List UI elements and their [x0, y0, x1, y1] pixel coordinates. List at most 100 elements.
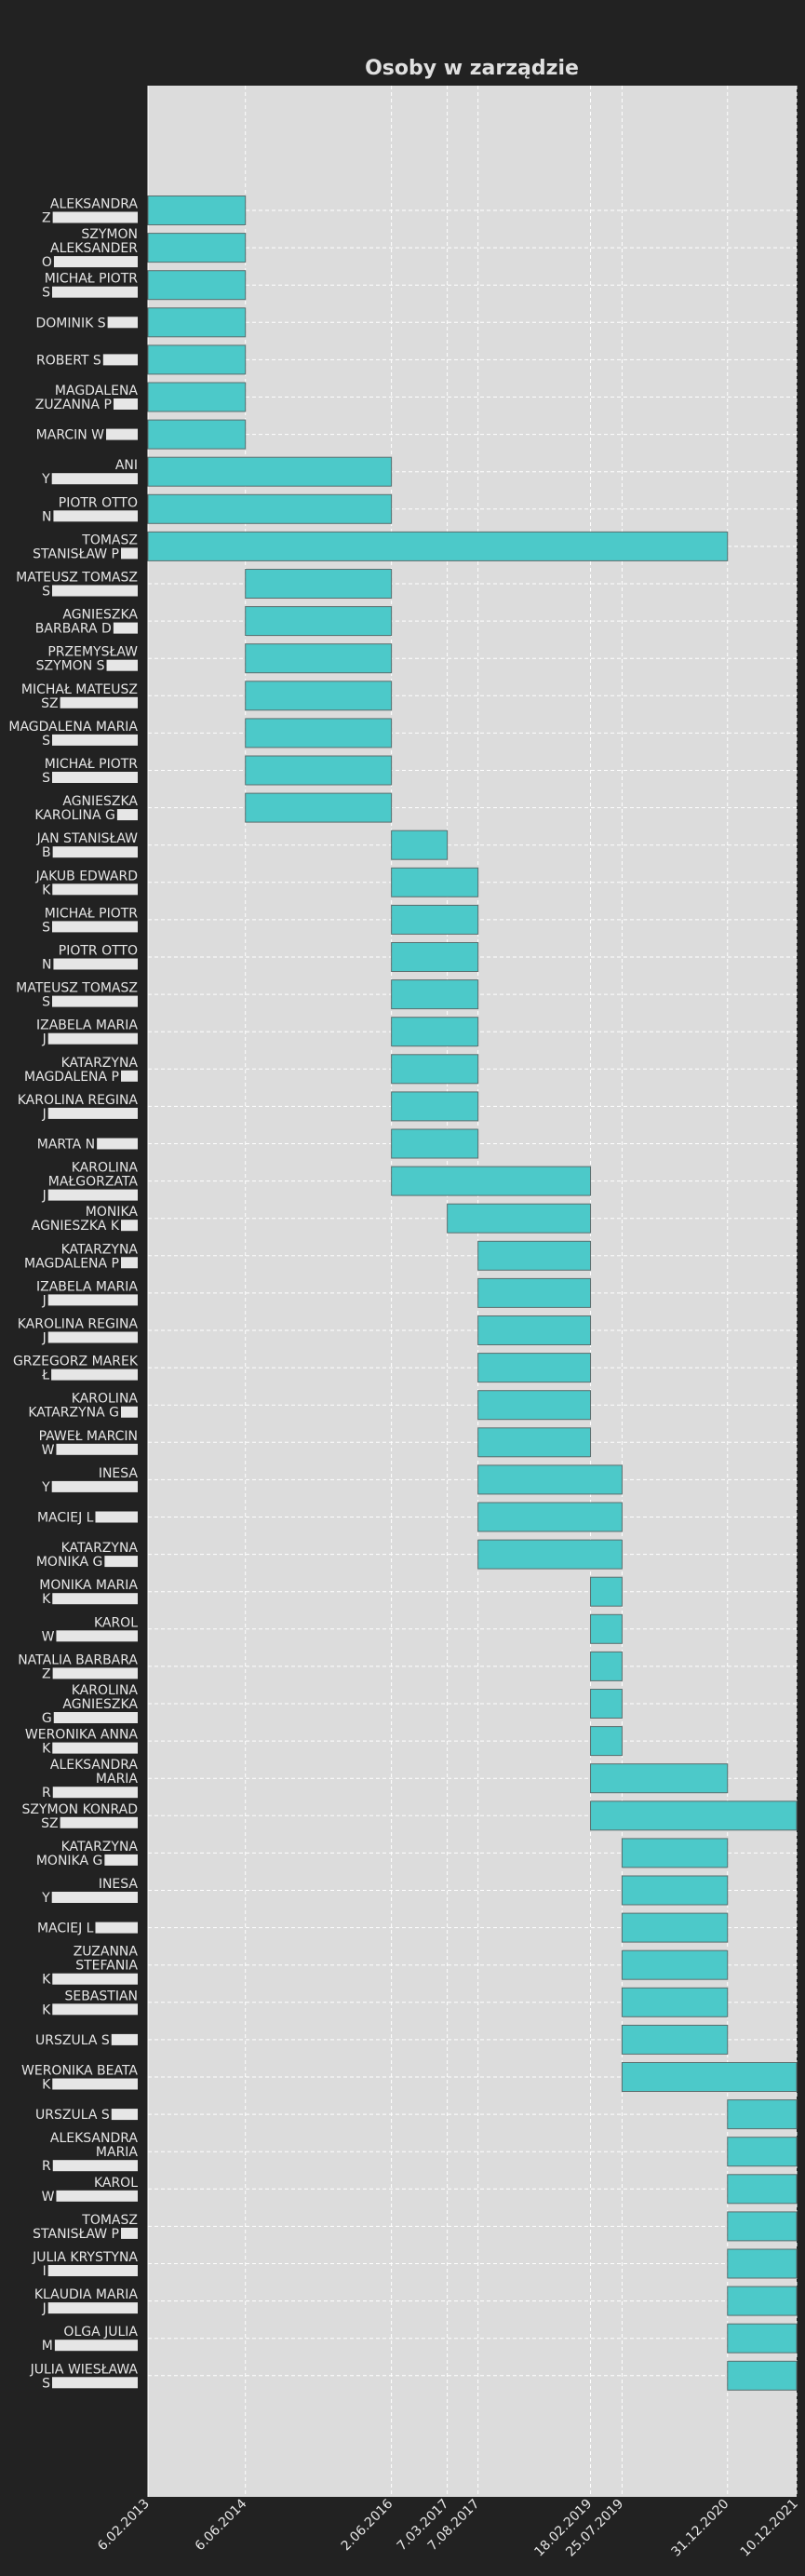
y-tick-label: KAROLINA G	[34, 808, 115, 823]
bar	[591, 1652, 623, 1680]
redaction-box	[117, 809, 138, 820]
bar	[478, 1465, 623, 1494]
bar	[478, 1354, 591, 1382]
bar	[478, 1278, 591, 1307]
bar	[728, 2286, 797, 2315]
redaction-box	[48, 1332, 138, 1343]
y-tick-label: SZYMON KONRAD	[22, 1802, 138, 1817]
redaction-box	[103, 354, 138, 365]
bar	[148, 383, 246, 411]
bar	[728, 2138, 797, 2166]
y-tick-label: J	[42, 1189, 47, 1204]
redaction-box	[48, 1108, 138, 1119]
y-tick-label: URSZULA S	[35, 2033, 110, 2048]
y-tick-label: ANI	[115, 458, 138, 473]
redaction-box	[56, 2191, 138, 2202]
bar	[622, 1950, 727, 1979]
redaction-box	[121, 1220, 138, 1231]
y-tick-label: G	[42, 1711, 52, 1726]
y-tick-label: MICHAŁ PIOTR	[45, 757, 139, 772]
bar	[246, 756, 392, 785]
y-tick-label: S	[42, 585, 50, 600]
bar	[591, 1690, 623, 1719]
redaction-box	[53, 846, 138, 857]
redaction-box	[112, 2109, 138, 2120]
y-tick-label: KLAUDIA MARIA	[34, 2287, 139, 2302]
y-tick-label: SZYMON S	[36, 659, 105, 674]
y-tick-label: Y	[41, 472, 50, 487]
y-tick-label: STANISŁAW P	[33, 2227, 119, 2242]
bar	[246, 719, 392, 748]
y-tick-label: PIOTR OTTO	[59, 944, 138, 959]
bar	[591, 1577, 623, 1606]
y-tick-label: ZUZANNA	[74, 1945, 139, 1960]
y-tick-label: R	[42, 2159, 51, 2174]
y-tick-label: PIOTR OTTO	[59, 495, 138, 510]
y-tick-label: ALEKSANDRA	[50, 2131, 139, 2146]
y-tick-label: INESA	[99, 1466, 139, 1481]
redaction-box	[53, 1667, 138, 1679]
y-tick-label: TOMASZ	[81, 533, 138, 547]
redaction-box	[114, 398, 138, 410]
y-tick-label: MAGDALENA MARIA	[8, 720, 138, 735]
bar	[148, 420, 246, 449]
y-tick-label: KAROLINA REGINA	[18, 1093, 139, 1108]
bar	[148, 345, 246, 374]
bar	[622, 1913, 727, 1942]
bar	[478, 1428, 591, 1457]
redaction-box	[121, 547, 138, 559]
bar	[246, 681, 392, 710]
redaction-box	[52, 287, 138, 298]
redaction-box	[95, 1512, 138, 1523]
x-tick-label: 10.12.2021	[738, 2497, 801, 2560]
chart-title: Osoby w zarządzie	[365, 57, 579, 80]
bar	[622, 1876, 727, 1905]
y-tick-label: MAGDALENA P	[24, 1256, 119, 1271]
bar	[392, 1092, 478, 1121]
bar	[478, 1503, 623, 1531]
y-tick-label: MACIEJ L	[37, 1922, 94, 1936]
y-tick-label: MARCIN W	[36, 428, 105, 443]
y-tick-label: J	[42, 2301, 47, 2316]
redaction-box	[114, 623, 138, 634]
redaction-box	[60, 697, 138, 708]
y-tick-label: K	[42, 2003, 51, 2017]
redaction-box	[60, 1817, 138, 1828]
y-tick-label: S	[42, 286, 50, 301]
redaction-box	[97, 1139, 138, 1150]
y-tick-label: AGNIESZKA	[62, 794, 138, 809]
y-tick-label: SEBASTIAN	[64, 1989, 138, 2003]
y-tick-label: KAROLINA REGINA	[18, 1317, 139, 1332]
redaction-box	[52, 1892, 138, 1903]
redaction-box	[52, 772, 138, 783]
bar	[392, 868, 478, 897]
bar	[246, 793, 392, 822]
redaction-box	[52, 1743, 138, 1754]
y-tick-label: SZ	[41, 696, 58, 711]
y-tick-label: OLGA JULIA	[63, 2325, 138, 2340]
y-tick-label: MICHAŁ MATEUSZ	[21, 682, 138, 697]
redaction-box	[48, 1294, 138, 1305]
redaction-box	[52, 586, 138, 597]
redaction-box	[53, 959, 138, 970]
bar	[392, 1018, 478, 1046]
x-axis-ticks: 6.02.2013 6.06.2014 2.06.20167.03.20177.08…	[95, 2496, 801, 2559]
y-tick-label: JAN STANISŁAW	[36, 831, 138, 846]
y-tick-label: AGNIESZKA	[62, 1697, 138, 1712]
bar	[591, 1801, 797, 1830]
y-tick-label: URSZULA S	[35, 2108, 110, 2123]
redaction-box	[112, 2034, 138, 2045]
y-tick-label: W	[42, 1629, 55, 1644]
y-tick-label: N	[42, 509, 51, 524]
redaction-box	[52, 2377, 138, 2388]
y-tick-label: J	[42, 1331, 47, 1346]
y-tick-label: ALEKSANDRA	[50, 197, 139, 212]
redaction-box	[56, 1444, 138, 1455]
bar	[392, 1129, 478, 1158]
y-tick-label: SZ	[41, 1816, 58, 1831]
y-tick-label: K	[42, 1592, 51, 1607]
y-axis-labels: ALEKSANDRAZSZYMONALEKSANDEROMICHAŁ PIOTR…	[8, 197, 138, 2392]
redaction-box	[52, 1593, 138, 1604]
y-tick-label: KATARZYNA	[61, 1242, 139, 1257]
y-tick-label: MAŁGORZATA	[48, 1175, 139, 1190]
